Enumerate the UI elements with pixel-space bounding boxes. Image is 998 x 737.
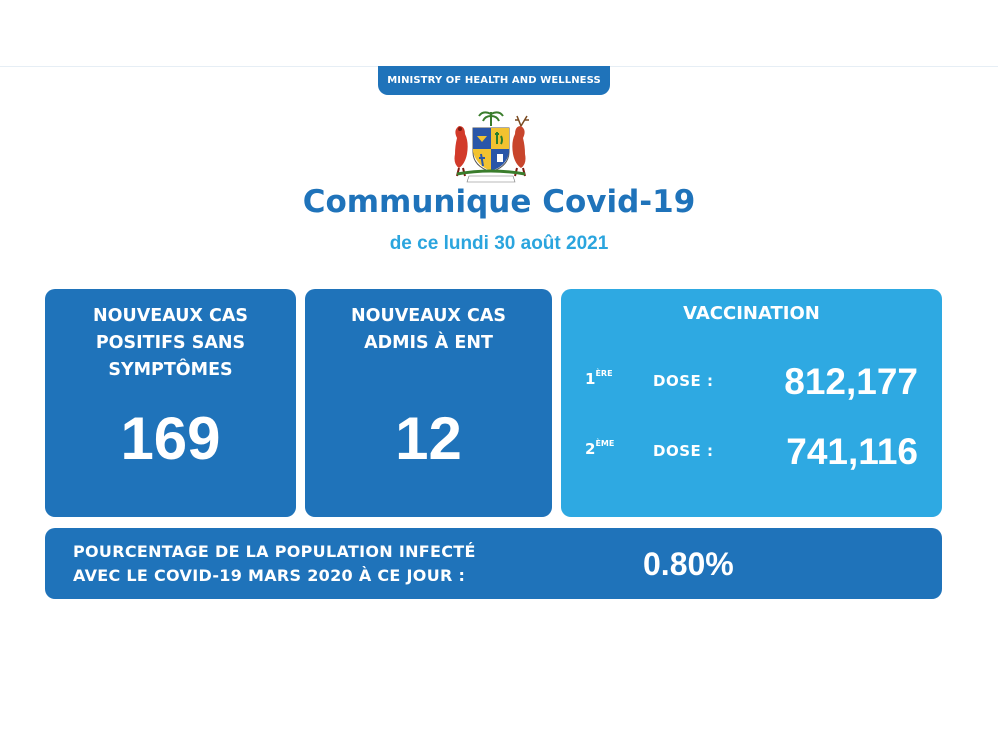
ministry-label: MINISTRY OF HEALTH AND WELLNESS	[387, 75, 601, 86]
second-dose-label: DOSE :	[653, 442, 714, 460]
asymptomatic-cases-label: NOUVEAUX CAS POSITIFS SANS SYMPTÔMES	[92, 306, 249, 380]
infection-percentage-value: 0.80%	[643, 546, 734, 582]
ent-admissions-value: 12	[395, 405, 462, 472]
first-dose-value: 812,177	[784, 361, 918, 402]
first-dose-ordinal: 1ÈRE	[585, 369, 613, 388]
vaccination-title: VACCINATION	[683, 303, 820, 324]
first-dose-label: DOSE :	[653, 372, 714, 390]
asymptomatic-cases-value: 169	[120, 405, 221, 472]
coat-of-arms-icon	[454, 111, 529, 183]
page-title: Communique Covid-19	[302, 184, 696, 220]
second-dose-value: 741,116	[786, 431, 918, 472]
infection-percentage-label: POURCENTAGE DE LA POPULATION INFECTÉ AVE…	[73, 542, 476, 585]
ministry-banner: MINISTRY OF HEALTH AND WELLNESS	[378, 66, 610, 95]
vaccination-card: VACCINATION 1ÈRE DOSE : 812,177 2ÈME DOS…	[561, 289, 942, 517]
page-subtitle: de ce lundi 30 août 2021	[389, 233, 609, 254]
infection-percentage-bar: POURCENTAGE DE LA POPULATION INFECTÉ AVE…	[45, 528, 942, 599]
second-dose-row: 2ÈME DOSE : 741,116	[561, 431, 942, 481]
asymptomatic-cases-card: NOUVEAUX CAS POSITIFS SANS SYMPTÔMES 169	[45, 289, 296, 517]
second-dose-ordinal: 2ÈME	[585, 439, 615, 458]
ent-admissions-label: NOUVEAUX CAS ADMIS À ENT	[350, 306, 507, 353]
ent-admissions-card: NOUVEAUX CAS ADMIS À ENT 12	[305, 289, 552, 517]
first-dose-row: 1ÈRE DOSE : 812,177	[561, 361, 942, 411]
